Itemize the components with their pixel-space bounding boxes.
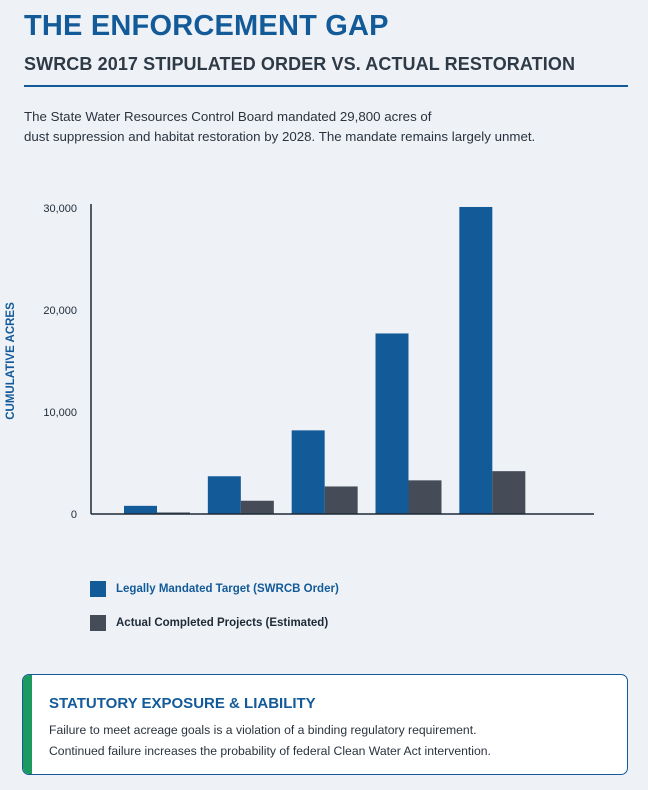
legend-swatch-target <box>90 581 106 597</box>
actual-bar <box>408 480 442 514</box>
legend-label-target: Legally Mandated Target (SWRCB Order) <box>116 583 339 595</box>
y-tick-label: 10,000 <box>43 407 77 419</box>
y-tick-label: 0 <box>71 509 77 521</box>
y-tick-label: 20,000 <box>43 305 77 317</box>
liability-callout: STATUTORY EXPOSURE & LIABILITY Failure t… <box>22 674 628 775</box>
legend-item-target: Legally Mandated Target (SWRCB Order) <box>90 580 339 598</box>
actual-bar <box>157 512 190 514</box>
page-title: THE ENFORCEMENT GAP <box>24 10 389 42</box>
y-tick-label: 30,000 <box>43 203 77 215</box>
intro-line: dust suppression and habitat restoration… <box>24 129 536 144</box>
callout-accent-bar <box>23 675 32 774</box>
title-divider <box>24 85 628 87</box>
legend-item-actual: Actual Completed Projects (Estimated) <box>90 614 339 632</box>
legend-swatch-actual <box>90 615 106 631</box>
target-bar <box>124 505 157 514</box>
callout-line: Failure to meet acreage goals is a viola… <box>49 723 477 737</box>
target-bar <box>291 430 325 514</box>
actual-bar <box>492 471 526 514</box>
actual-bar <box>240 500 274 514</box>
callout-body: Failure to meet acreage goals is a viola… <box>49 720 619 762</box>
page-subtitle: SWRCB 2017 STIPULATED ORDER VS. ACTUAL R… <box>24 54 576 74</box>
target-bar <box>459 206 493 515</box>
bar-chart: CUMULATIVE ACRES 0 10,000 20,000 30,000 <box>5 203 594 521</box>
actual-bar <box>324 486 358 514</box>
y-axis-title: CUMULATIVE ACRES <box>5 302 17 420</box>
chart-legend: Legally Mandated Target (SWRCB Order) Ac… <box>90 580 339 648</box>
intro-paragraph: The State Water Resources Control Board … <box>24 107 604 147</box>
callout-title: STATUTORY EXPOSURE & LIABILITY <box>49 695 316 712</box>
legend-label-actual: Actual Completed Projects (Estimated) <box>116 617 329 629</box>
target-bar <box>375 333 409 514</box>
target-bar <box>207 476 241 514</box>
intro-line: The State Water Resources Control Board … <box>24 109 432 124</box>
callout-line: Continued failure increases the probabil… <box>49 744 491 758</box>
